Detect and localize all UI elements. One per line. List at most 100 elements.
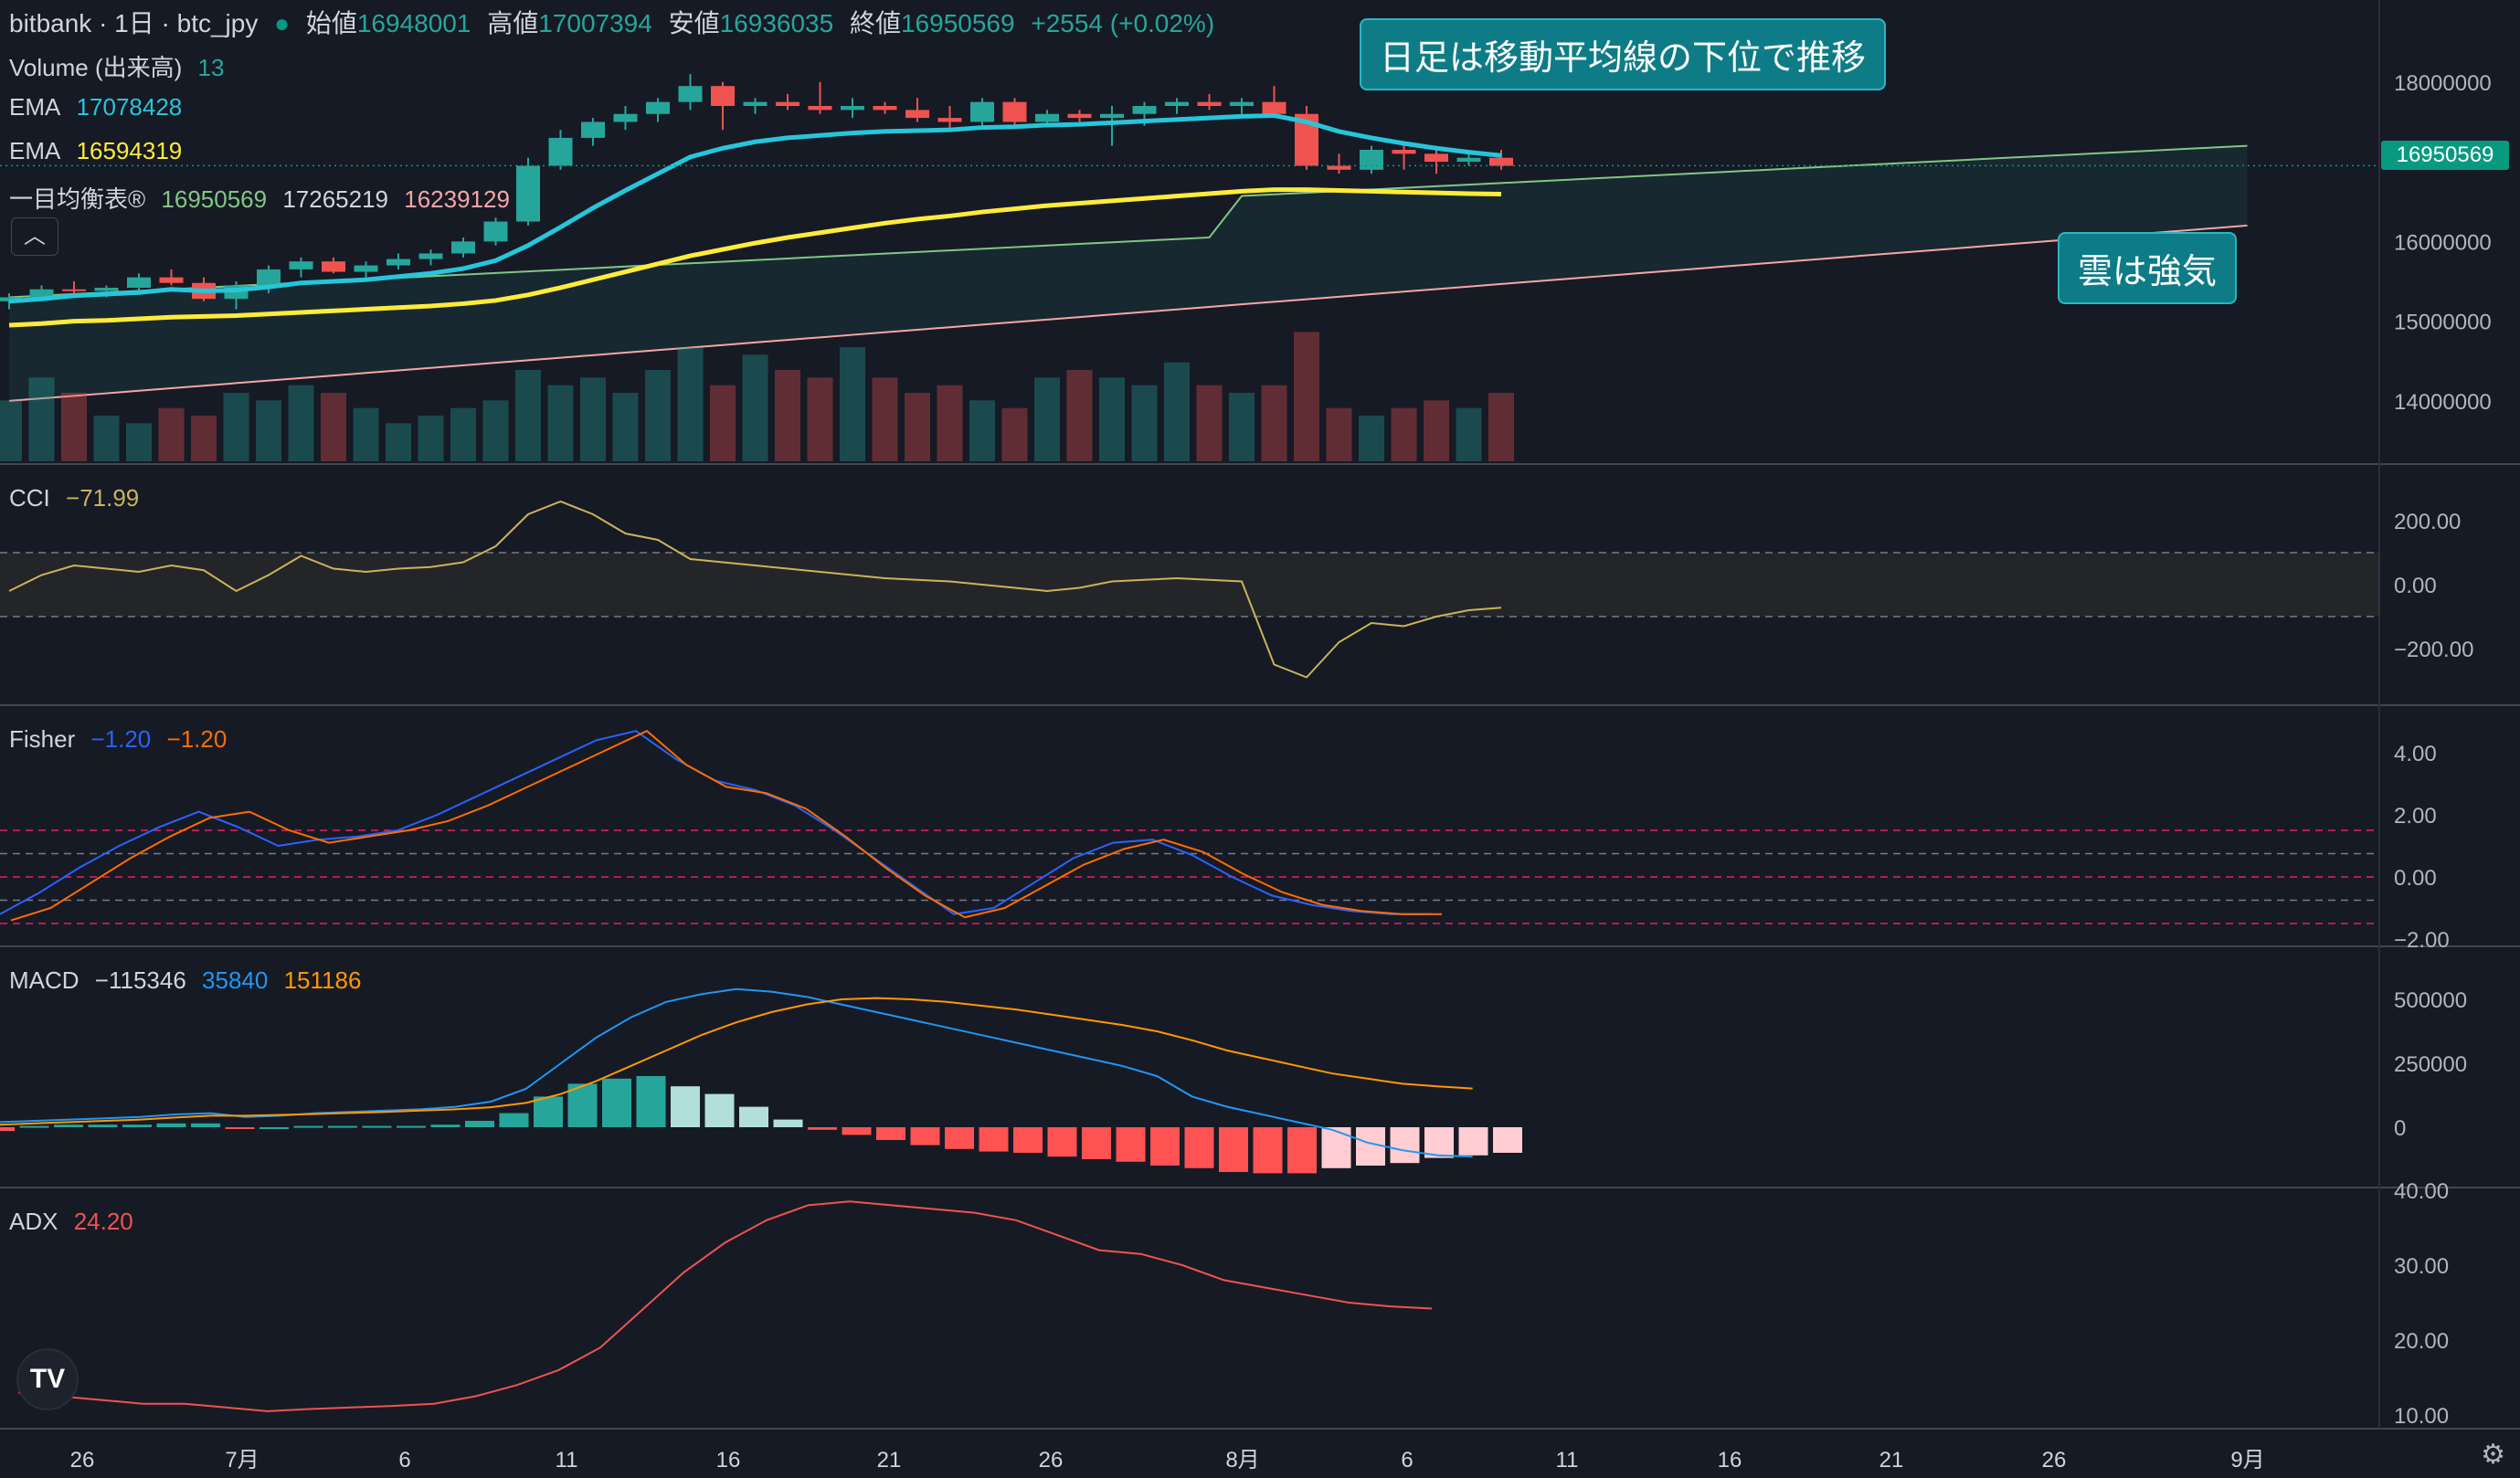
ichimoku-value-2: 17265219 [282, 185, 389, 213]
volume-bar [418, 416, 444, 461]
macd-histogram-bar [1356, 1127, 1385, 1166]
volume-bar [969, 400, 995, 461]
volume-bar [256, 400, 281, 461]
fisher-label: Fisher [9, 725, 76, 753]
volume-bar [1261, 385, 1287, 461]
cci-band [0, 553, 2379, 617]
macd-histogram-bar [430, 1124, 461, 1127]
volume-bar [1066, 370, 1093, 461]
macd-histogram-bar [773, 1119, 803, 1127]
macd-histogram-bar [1150, 1127, 1180, 1166]
open-label: 始値 [305, 9, 357, 37]
candle-body [1035, 113, 1059, 122]
macd-legend[interactable]: MACD −115346 35840 151186 [9, 966, 370, 995]
change-value: +2554 (+0.02%) [1031, 9, 1215, 37]
candle-body [451, 241, 475, 254]
volume-bar [1034, 377, 1060, 461]
low-label: 安値 [668, 9, 720, 37]
volume-bar [547, 385, 574, 461]
macd-histogram-bar [1184, 1127, 1214, 1168]
ichimoku-legend[interactable]: 一目均衡表® 16950569 17265219 16239129 [9, 181, 519, 215]
candle-body [516, 165, 540, 222]
tradingview-logo-icon[interactable]: TV [16, 1348, 79, 1410]
high-value: 17007394 [538, 9, 652, 37]
time-tick-label: 6 [398, 1448, 410, 1473]
macd-histogram-bar [54, 1124, 83, 1127]
settings-gear-icon[interactable]: ⚙ [2481, 1440, 2505, 1470]
macd-histogram-bar [259, 1127, 289, 1129]
time-tick-label: 8月 [1225, 1448, 1259, 1473]
fisher-legend[interactable]: Fisher −1.20 −1.20 [9, 725, 236, 754]
macd-histogram-bar [1253, 1127, 1283, 1174]
ichimoku-span-b [8, 224, 2248, 402]
macd-tick-label: 500000 [2394, 988, 2467, 1013]
candle-body [937, 118, 962, 122]
volume-bar [1164, 362, 1190, 461]
volume-bar [386, 423, 411, 461]
macd-histogram-bar [1321, 1127, 1351, 1168]
candle-body [841, 106, 864, 111]
adx-legend[interactable]: ADX 24.20 [9, 1208, 143, 1236]
cci-tick-label: −200.00 [2394, 638, 2473, 662]
collapse-legend-button[interactable]: ︿ [11, 217, 58, 256]
volume-bar [321, 393, 346, 461]
callout-ema[interactable]: 日足は移動平均線の下位で推移 [1360, 18, 1887, 90]
volume-bar [1294, 332, 1319, 461]
macd-histogram-bar [1013, 1127, 1043, 1153]
volume-bar [93, 416, 120, 461]
adx-line [17, 1200, 1433, 1412]
callout-cloud[interactable]: 雲は強気 [2058, 232, 2238, 304]
macd-histogram-bar [945, 1127, 974, 1149]
volume-bar [353, 407, 379, 461]
macd-histogram-bar [88, 1124, 118, 1127]
ema-short-line [8, 112, 1502, 304]
macd-signal-line [0, 997, 1473, 1126]
volume-bar [1391, 407, 1417, 461]
candle-body [127, 277, 151, 288]
volume-bar [612, 393, 639, 461]
candle-body [1165, 101, 1189, 106]
cci-legend[interactable]: CCI −71.99 [9, 484, 148, 512]
fisher-tick-label: 0.00 [2394, 866, 2437, 891]
ema-short-label: EMA [9, 93, 61, 121]
macd-histogram-bar [876, 1127, 905, 1140]
time-tick-label: 11 [556, 1448, 578, 1473]
volume-legend[interactable]: Volume (出来高) 13 [9, 49, 233, 83]
volume-bar [1001, 407, 1028, 461]
cci-tick-label: 0.00 [2394, 574, 2437, 598]
fisher-value-2: −1.20 [166, 725, 228, 753]
close-value: 16950569 [900, 9, 1015, 37]
price-tick-label: 16000000 [2394, 230, 2492, 255]
macd-histogram-bar [465, 1121, 494, 1127]
volume-bar [645, 370, 671, 461]
macd-histogram-bar [808, 1127, 837, 1130]
adx-tick-label: 40.00 [2394, 1179, 2449, 1204]
candle-body [1327, 165, 1351, 170]
cci-label: CCI [9, 484, 50, 512]
ichimoku-value-3: 16239129 [404, 185, 510, 213]
fisher-tick-label: 2.00 [2394, 804, 2437, 829]
ema-long-legend[interactable]: EMA 16594319 [9, 137, 191, 165]
ema-short-legend[interactable]: EMA 17078428 [9, 93, 191, 121]
volume-bar [1131, 385, 1158, 461]
candle-body [1197, 101, 1222, 106]
macd-histogram-bar [1424, 1127, 1454, 1158]
macd-histogram-bar [1219, 1127, 1248, 1172]
ema-long-label: EMA [9, 137, 61, 164]
volume-bar [0, 400, 22, 461]
fisher-tick-label: −2.00 [2394, 928, 2450, 953]
candle-body [1100, 113, 1124, 119]
macd-histogram-bar [1082, 1127, 1111, 1159]
open-value: 16948001 [356, 9, 471, 37]
volume-bar [28, 377, 55, 461]
fisher-value-1: −1.20 [90, 725, 152, 753]
ichimoku-cloud [9, 145, 2248, 401]
candle-body [678, 86, 703, 102]
macd-tick-label: 0 [2394, 1116, 2406, 1141]
macd-histogram-bar [910, 1127, 940, 1145]
volume-bar [840, 347, 865, 461]
macd-histogram-bar [739, 1106, 768, 1127]
candle-body [159, 277, 184, 283]
last-price-tag: 16950569 [2381, 141, 2509, 170]
